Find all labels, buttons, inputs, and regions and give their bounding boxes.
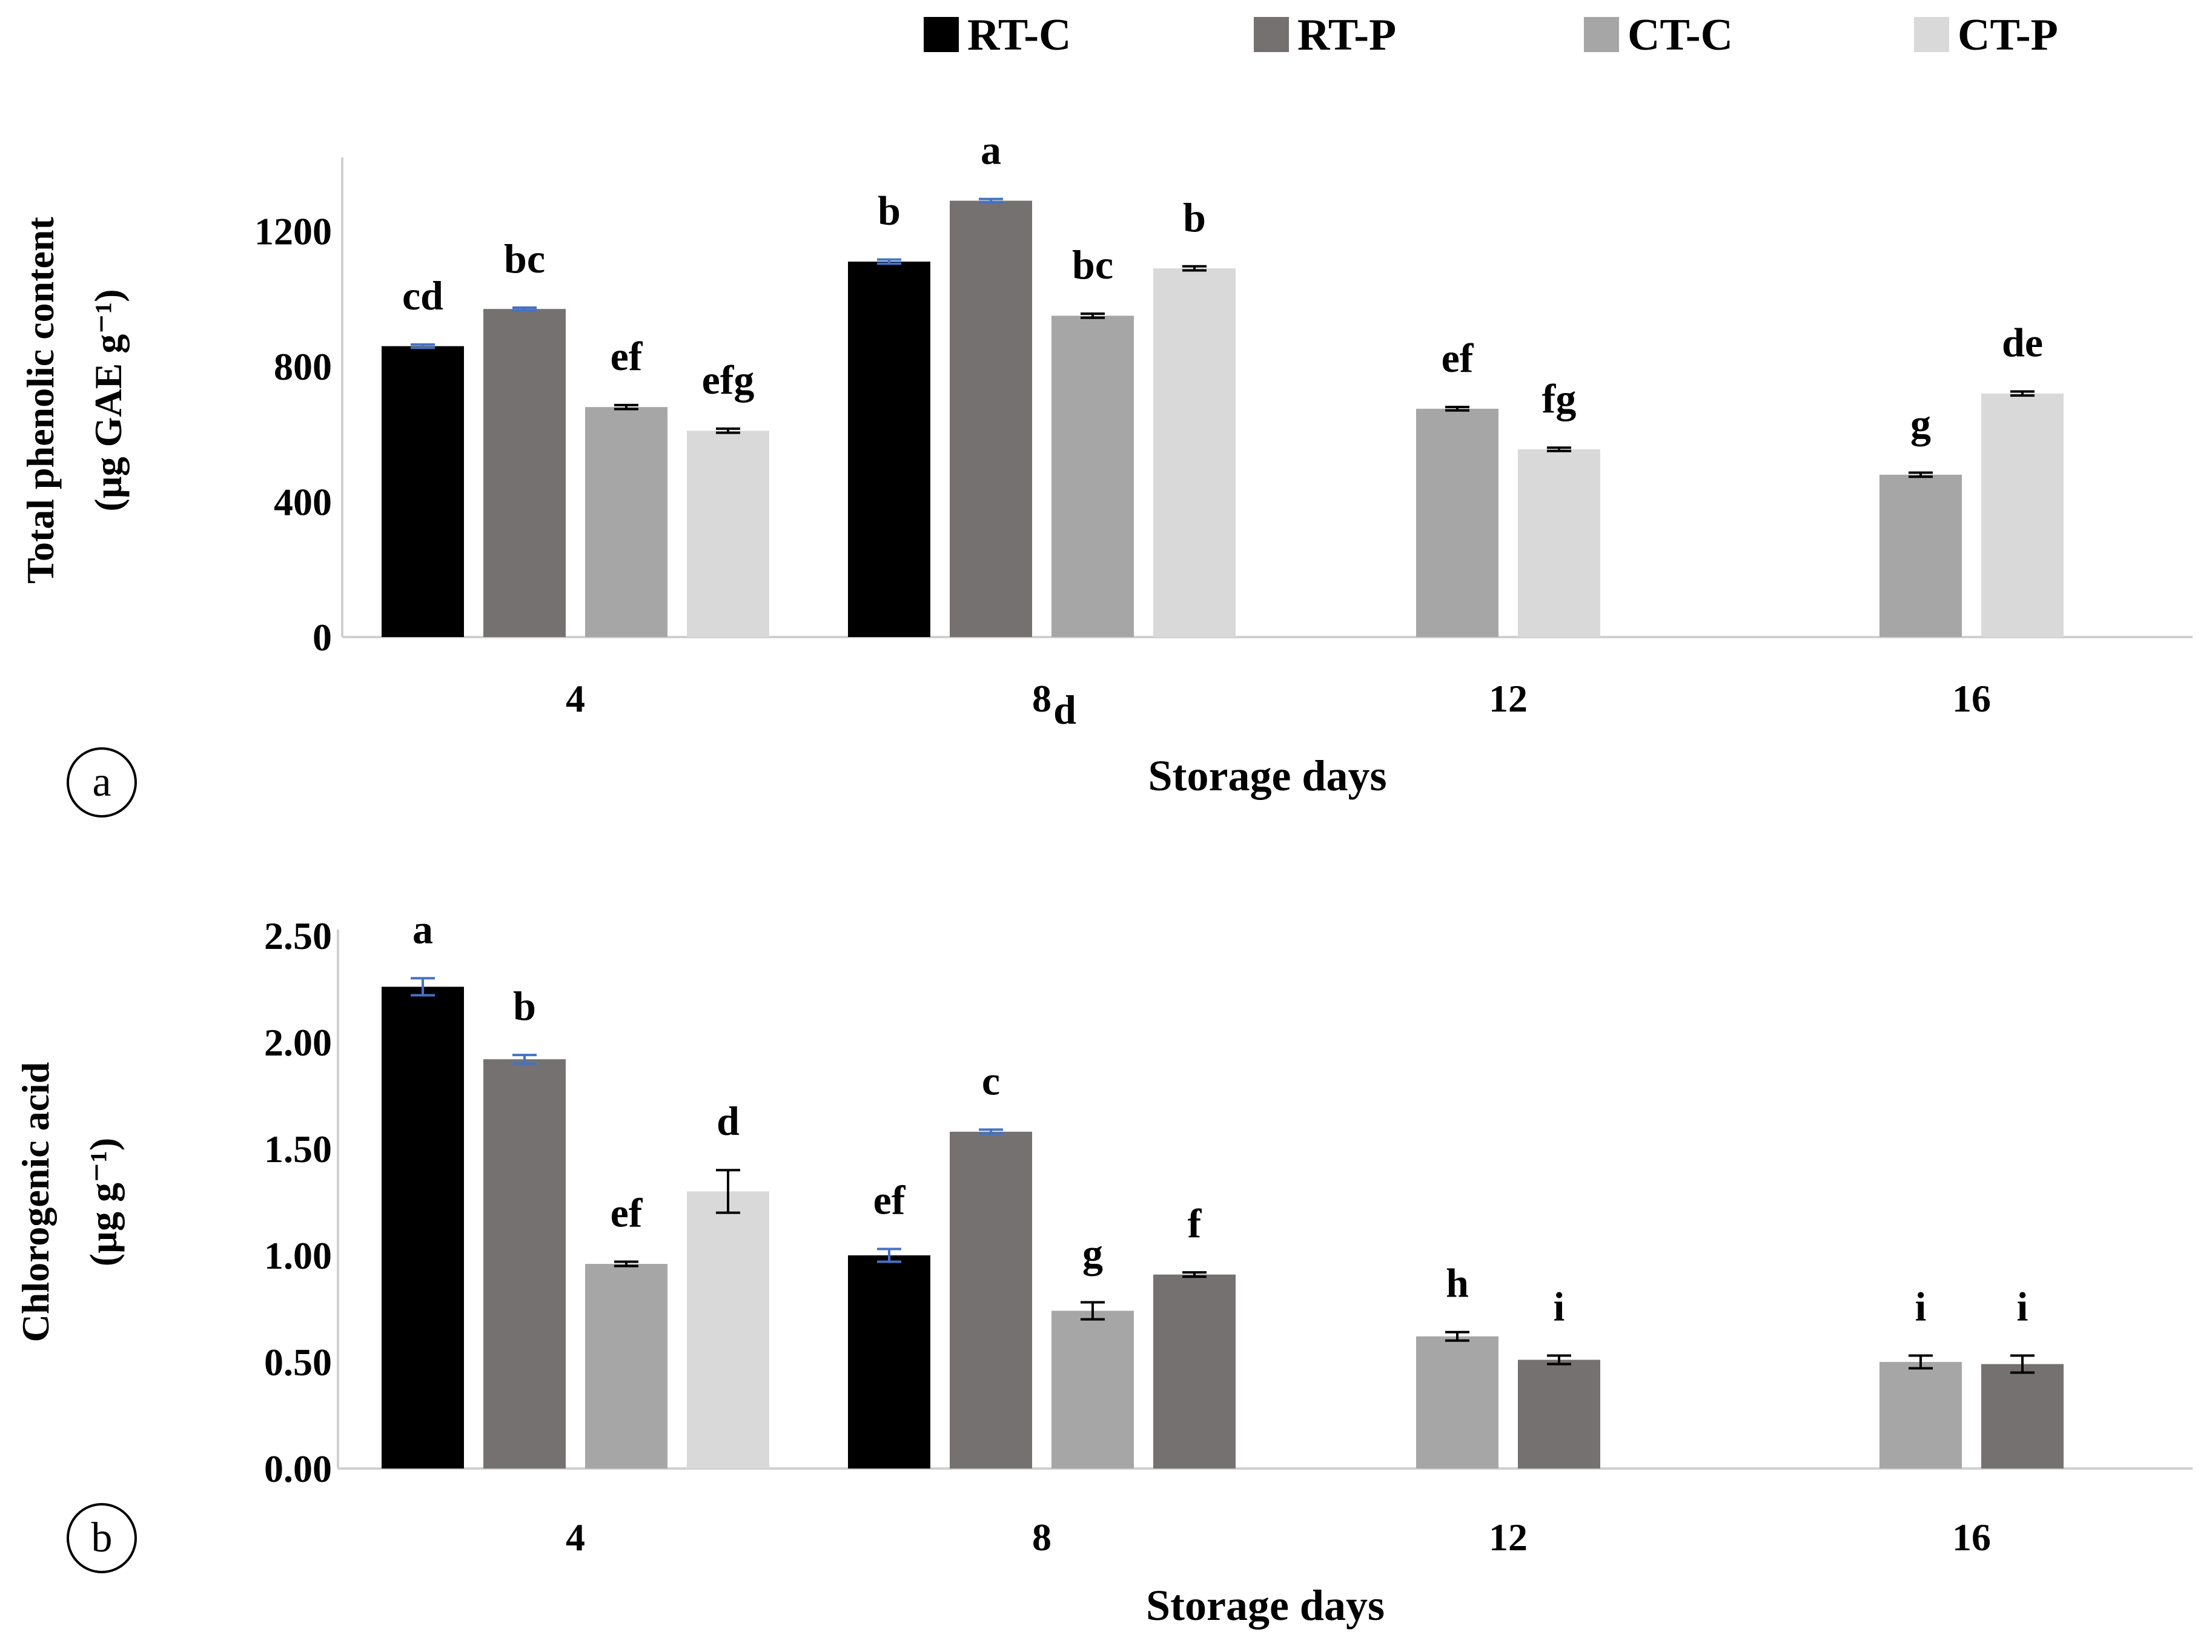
significance-letter: c bbox=[982, 1057, 1000, 1103]
bar-ct-p bbox=[687, 1191, 769, 1469]
legend-label-rt-c: RT-C bbox=[967, 10, 1071, 60]
y-tick-label: 0.00 bbox=[264, 1447, 332, 1490]
stray-label: d bbox=[1053, 687, 1076, 733]
y-axis-title: Total phenolic content bbox=[19, 216, 62, 583]
legend-label-rt-p: RT-P bbox=[1297, 10, 1396, 60]
x-tick-label: 16 bbox=[1952, 1516, 1991, 1559]
legend-label-ct-c: CT-C bbox=[1628, 10, 1733, 60]
bar-ct-c bbox=[1416, 1336, 1498, 1469]
significance-letter: ef bbox=[873, 1177, 906, 1223]
significance-letter: i bbox=[1554, 1283, 1565, 1329]
y-tick-label: 400 bbox=[274, 481, 332, 524]
significance-letter: b bbox=[513, 983, 536, 1029]
bar-ct-c bbox=[585, 407, 667, 637]
x-tick-label: 4 bbox=[566, 1516, 585, 1559]
bar-ct-c bbox=[585, 1264, 667, 1469]
bar-rt-c bbox=[382, 986, 464, 1469]
bar-ct-c bbox=[1051, 316, 1134, 637]
significance-letter: a bbox=[412, 906, 433, 952]
y-tick-label: 1200 bbox=[254, 210, 332, 253]
significance-letter: b bbox=[878, 188, 901, 234]
bar-ct-p bbox=[687, 431, 769, 637]
y-tick-label: 1.50 bbox=[264, 1128, 332, 1171]
bar-rt-p bbox=[1518, 1360, 1600, 1469]
x-tick-label: 16 bbox=[1952, 677, 1991, 720]
significance-letter: cd bbox=[402, 273, 443, 319]
y-tick-label: 0.50 bbox=[264, 1341, 332, 1384]
significance-letter: de bbox=[2002, 319, 2043, 365]
significance-letter: h bbox=[1446, 1260, 1469, 1306]
bar-rt-p bbox=[950, 1131, 1032, 1469]
panel-b-chart: 0.00 0.50 1.00 1.50 2.00 2.50 4 8 12 16 Storage da… bbox=[14, 906, 2193, 1630]
x-tick-label: 12 bbox=[1489, 1516, 1528, 1559]
panel-badge bbox=[67, 747, 137, 818]
bar-ct-c bbox=[1879, 474, 1962, 637]
significance-letter: f bbox=[1188, 1200, 1202, 1246]
y-tick-label: 800 bbox=[274, 345, 332, 388]
x-axis-title: Storage days bbox=[1146, 1581, 1385, 1630]
bar-rt-p bbox=[483, 309, 566, 638]
significance-letter: efg bbox=[702, 357, 755, 403]
x-tick-label: 12 bbox=[1489, 677, 1528, 720]
y-axis-unit: (µg GAE g⁻¹) bbox=[87, 289, 130, 511]
bar-ct-p bbox=[1153, 268, 1236, 638]
significance-letter: i bbox=[2017, 1283, 2028, 1329]
significance-letter: bc bbox=[1072, 242, 1113, 288]
bar-rt-p bbox=[483, 1059, 566, 1469]
bar-ct-p bbox=[1981, 393, 2064, 637]
significance-letter: ef bbox=[611, 333, 643, 379]
bar-rt-p bbox=[950, 200, 1032, 637]
y-tick-label: 2.50 bbox=[264, 914, 332, 957]
significance-letter: fg bbox=[1542, 375, 1577, 421]
significance-letter: ef bbox=[1442, 335, 1474, 381]
bar-ct-c bbox=[1051, 1310, 1134, 1469]
y-tick-label: 0 bbox=[313, 616, 332, 659]
bar-rt-c bbox=[848, 261, 930, 637]
bar-rt-p bbox=[1153, 1274, 1236, 1469]
x-axis-title: Storage days bbox=[1148, 752, 1387, 800]
x-tick-label: 4 bbox=[566, 677, 585, 720]
bar-ct-c bbox=[1879, 1362, 1962, 1469]
legend-swatch-rt-p bbox=[1254, 17, 1289, 52]
significance-letter: bc bbox=[504, 236, 545, 282]
y-tick-label: 1.00 bbox=[264, 1234, 332, 1277]
panel-badge-label: b bbox=[91, 1515, 113, 1561]
significance-letter: b bbox=[1183, 194, 1206, 240]
y-axis-title: Chlorogenic acid bbox=[14, 1062, 57, 1343]
legend-swatch-rt-c bbox=[924, 17, 959, 52]
legend-swatch-ct-p bbox=[1914, 17, 1949, 52]
panel-a-chart: 0 400 800 1200 4 8 12 16 Storage days Total pheno… bbox=[19, 127, 2193, 818]
bar-rt-c bbox=[382, 346, 464, 637]
x-tick-label: 8 bbox=[1032, 1516, 1051, 1559]
legend-swatch-ct-c bbox=[1584, 17, 1619, 52]
legend: RT-C RT-P CT-C CT-P bbox=[924, 10, 2058, 60]
y-tick-label: 2.00 bbox=[264, 1021, 332, 1064]
significance-letter: a bbox=[981, 127, 1001, 173]
significance-letter: g bbox=[1082, 1230, 1103, 1276]
legend-label-ct-p: CT-P bbox=[1958, 10, 2058, 60]
bar-ct-p bbox=[1518, 449, 1600, 637]
y-axis-unit: (µg g⁻¹) bbox=[82, 1138, 125, 1266]
bar-rt-c bbox=[848, 1255, 930, 1469]
panel-badge-label: a bbox=[92, 759, 111, 805]
significance-letter: d bbox=[717, 1098, 740, 1144]
significance-letter: g bbox=[1910, 401, 1931, 447]
bar-ct-c bbox=[1416, 408, 1498, 637]
significance-letter: i bbox=[1915, 1283, 1927, 1329]
bar-rt-p bbox=[1981, 1364, 2064, 1469]
x-tick-label: 8 bbox=[1032, 677, 1051, 720]
significance-letter: ef bbox=[611, 1190, 643, 1236]
panel-badge bbox=[67, 1503, 137, 1573]
